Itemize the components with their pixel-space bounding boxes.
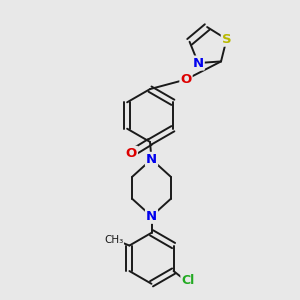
Text: N: N: [146, 210, 157, 223]
Text: N: N: [193, 56, 204, 70]
Text: CH₃: CH₃: [104, 235, 123, 245]
Text: S: S: [222, 33, 231, 46]
Text: O: O: [180, 73, 192, 86]
Text: Cl: Cl: [182, 274, 195, 286]
Text: O: O: [126, 147, 137, 160]
Text: N: N: [146, 153, 157, 166]
